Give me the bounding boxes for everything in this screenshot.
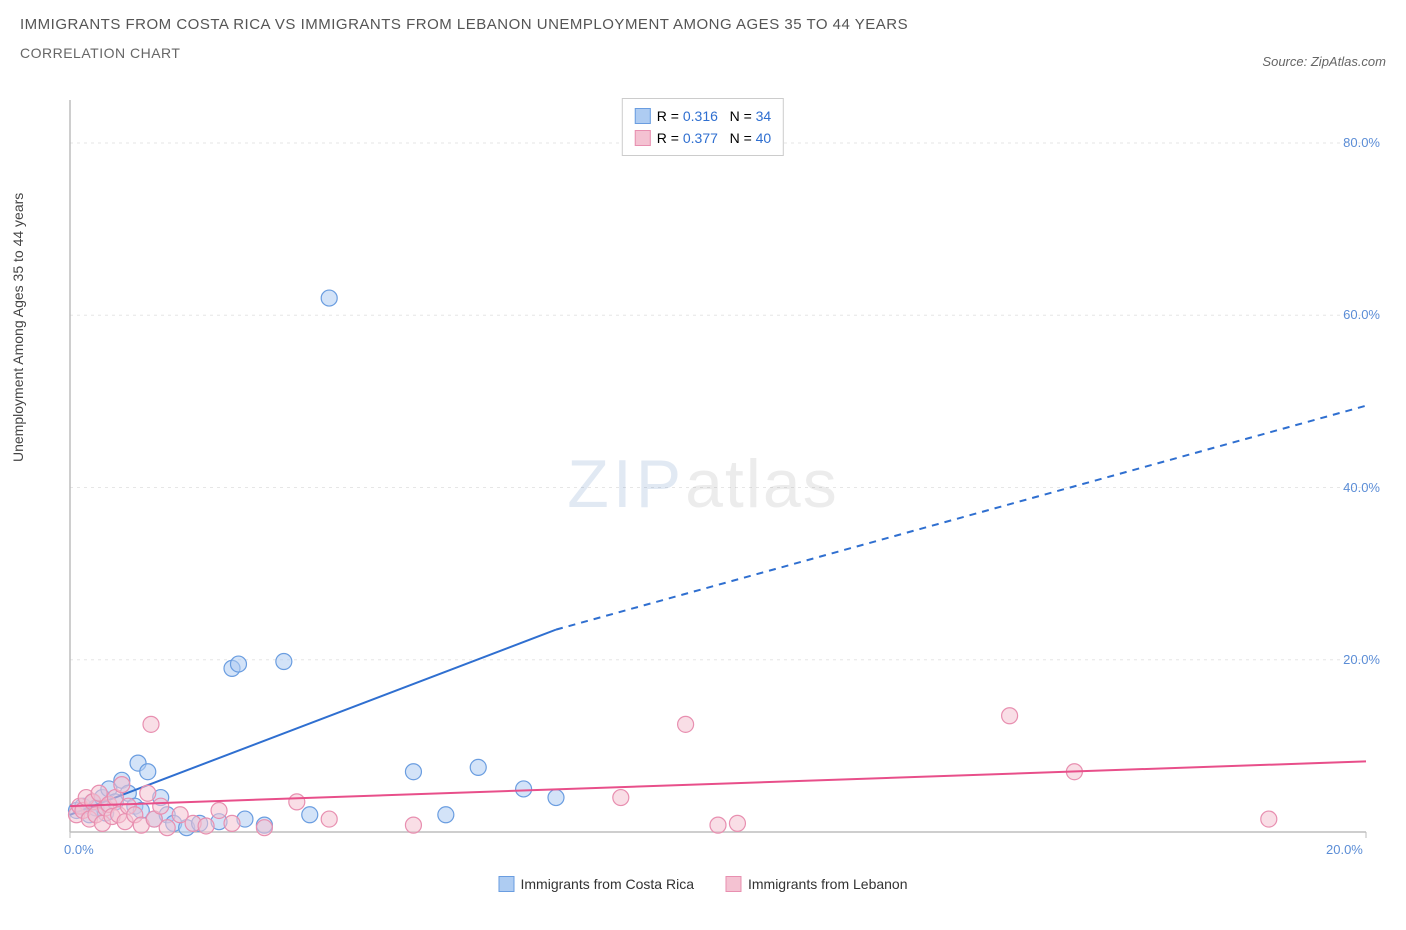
series-legend: Immigrants from Costa Rica Immigrants fro… xyxy=(498,876,907,892)
legend-swatch xyxy=(635,108,651,124)
legend-swatch xyxy=(498,876,514,892)
legend-row: R = 0.377 N = 40 xyxy=(635,127,771,149)
correlation-chart: Unemployment Among Ages 35 to 44 years R… xyxy=(20,92,1386,892)
y-tick-label: 20.0% xyxy=(1343,652,1380,667)
chart-svg xyxy=(20,92,1386,872)
y-tick-label: 60.0% xyxy=(1343,307,1380,322)
legend-row: R = 0.316 N = 34 xyxy=(635,105,771,127)
y-tick-label: 40.0% xyxy=(1343,480,1380,495)
y-tick-label: 80.0% xyxy=(1343,135,1380,150)
x-tick-label: 0.0% xyxy=(64,842,94,857)
legend-item: Immigrants from Costa Rica xyxy=(498,876,693,892)
y-axis-label: Unemployment Among Ages 35 to 44 years xyxy=(10,193,26,462)
legend-item: Immigrants from Lebanon xyxy=(726,876,908,892)
page-title: IMMIGRANTS FROM COSTA RICA VS IMMIGRANTS… xyxy=(20,16,1386,33)
x-tick-label: 20.0% xyxy=(1326,842,1363,857)
page-subtitle: CORRELATION CHART xyxy=(20,45,1386,61)
stats-legend: R = 0.316 N = 34 R = 0.377 N = 40 xyxy=(622,98,784,156)
legend-label: Immigrants from Costa Rica xyxy=(520,876,693,892)
legend-swatch xyxy=(635,130,651,146)
legend-label: Immigrants from Lebanon xyxy=(748,876,908,892)
source-credit: Source: ZipAtlas.com xyxy=(1262,54,1386,69)
legend-swatch xyxy=(726,876,742,892)
